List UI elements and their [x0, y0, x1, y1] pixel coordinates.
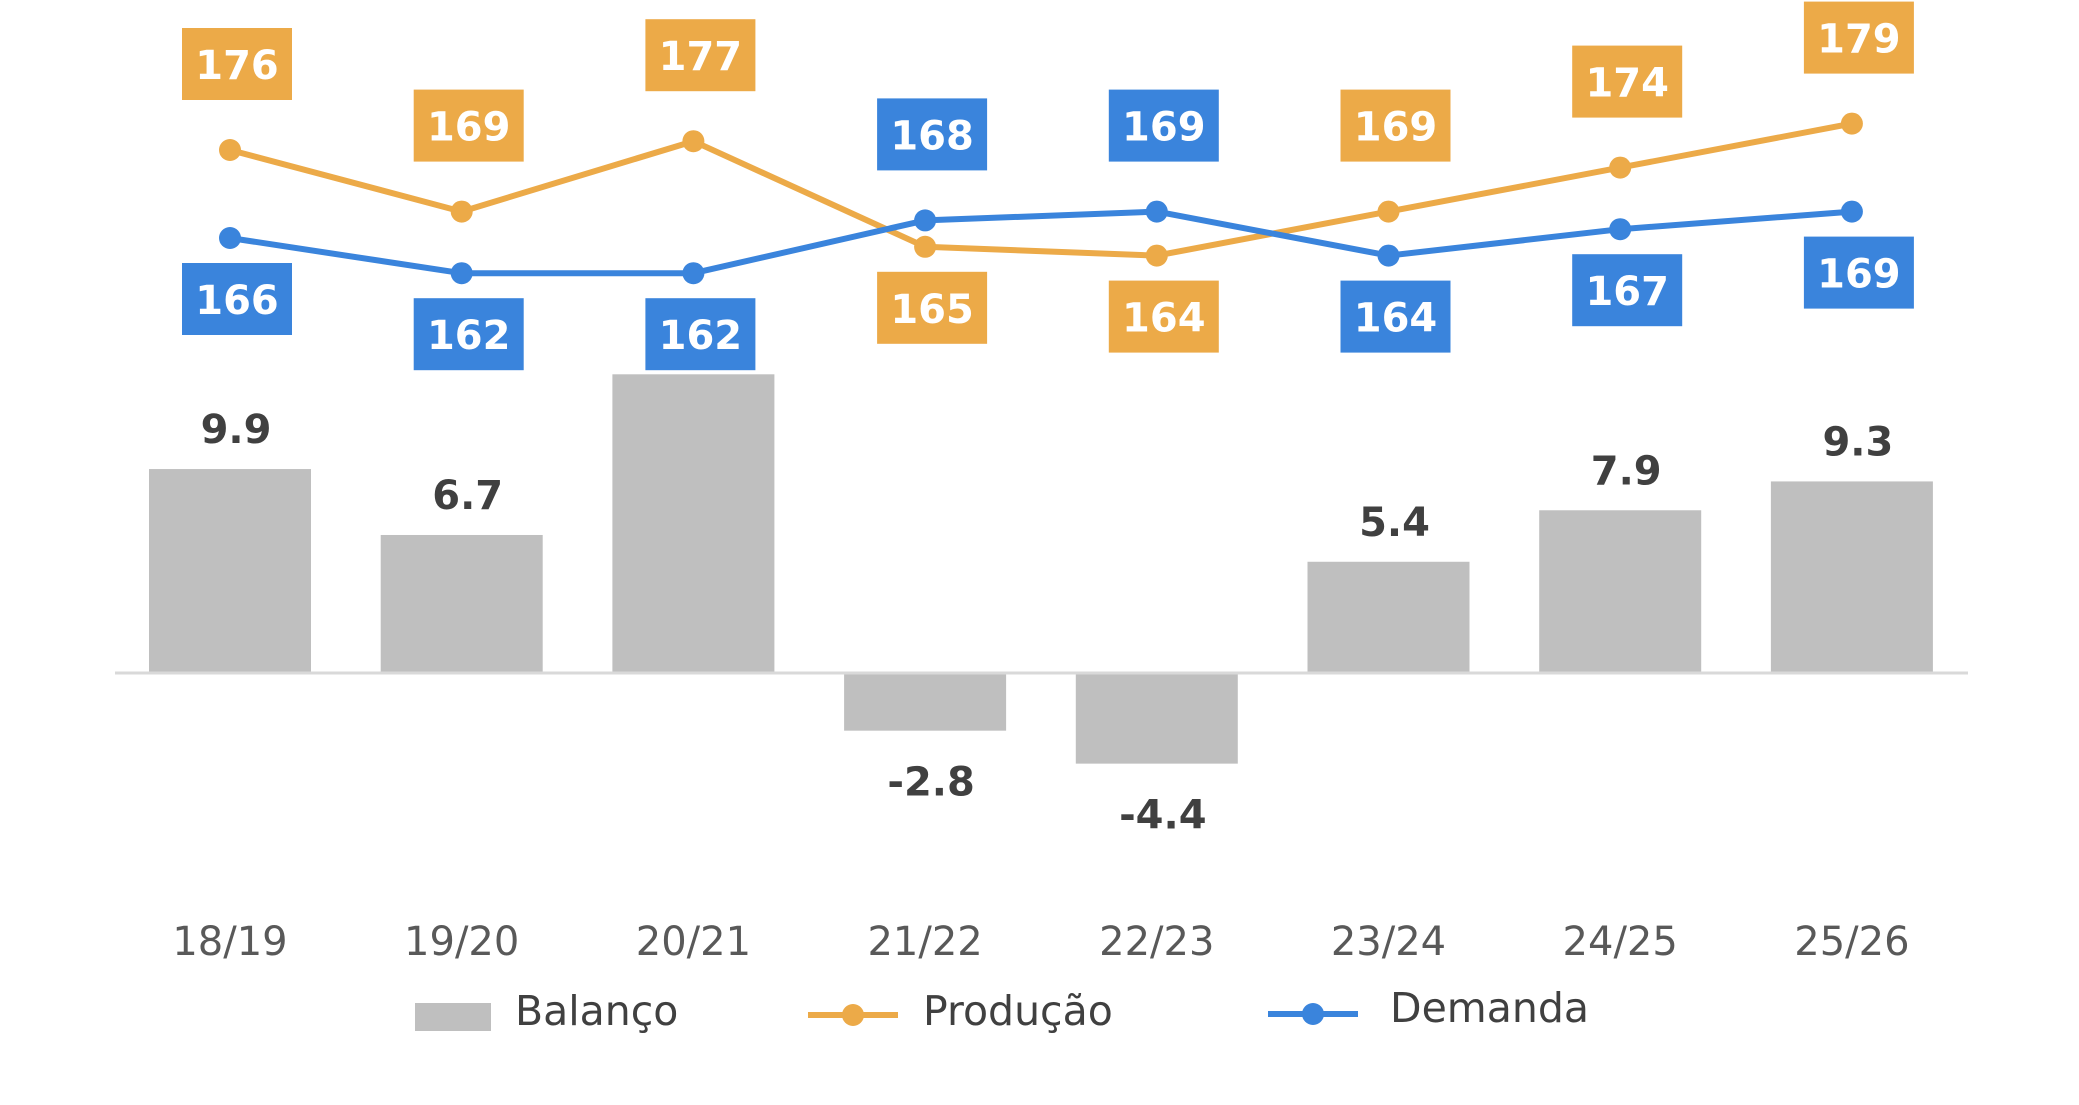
- demanda-marker: [682, 262, 705, 285]
- x-tick-label: 18/19: [172, 919, 287, 965]
- x-tick-label: 21/22: [867, 919, 982, 965]
- producao-value-box: [645, 19, 756, 92]
- balance-bar: [1770, 481, 1933, 673]
- demanda-marker: [1145, 200, 1168, 223]
- demanda-value-box: [1572, 254, 1683, 327]
- legend-marker-producao: [842, 1004, 864, 1026]
- producao-value-label: 165: [890, 287, 974, 333]
- balance-bar: [1307, 561, 1470, 673]
- legend-label-producao: Produção: [923, 987, 1113, 1035]
- legend-marker-demanda: [1302, 1003, 1324, 1025]
- balance-value-label: 9.3: [1822, 419, 1893, 465]
- producao-marker: [1145, 244, 1168, 267]
- x-tick-label: 19/20: [404, 919, 519, 965]
- producao-marker: [219, 139, 241, 161]
- demanda-value-label: 169: [1122, 105, 1206, 151]
- producao-value-box: [1572, 45, 1683, 118]
- demanda-value-label: 162: [427, 313, 511, 359]
- balance-value-label: 6.7: [432, 473, 503, 519]
- balance-bar: [380, 534, 543, 673]
- demanda-value-label: 166: [195, 278, 279, 324]
- demanda-marker: [219, 227, 241, 249]
- demanda-marker: [1840, 200, 1863, 223]
- producao-value-label: 164: [1122, 296, 1206, 342]
- x-tick-label: 25/26: [1794, 919, 1909, 965]
- demanda-value-label: 164: [1354, 296, 1438, 342]
- producao-value-label: 176: [195, 43, 279, 89]
- demanda-value-box: [1803, 236, 1914, 309]
- demanda-value-label: 162: [659, 313, 743, 359]
- legend-swatch-balanco: [415, 1003, 491, 1031]
- producao-value-box: [1803, 1, 1914, 74]
- demanda-line: [229, 208, 1853, 277]
- balance-bar: [1075, 673, 1238, 764]
- balance-value-label: -4.4: [1119, 793, 1206, 839]
- x-tick-label: 22/23: [1099, 919, 1214, 965]
- producao-value-label: 169: [427, 105, 511, 151]
- producao-value-box: [1108, 280, 1219, 353]
- demanda-value-box: [877, 98, 988, 171]
- x-tick-label: 24/25: [1563, 919, 1678, 965]
- producao-value-box: [1340, 89, 1451, 162]
- line-series: 176 169 177 165 164 169 174 179 166 162 162 168 169 1…: [182, 1, 1914, 371]
- producao-value-label: 169: [1354, 105, 1438, 151]
- x-axis-ticks: 18/19 19/20 20/21 21/22 22/23 23/24 24/25 25/26: [172, 919, 1909, 965]
- demanda-marker: [1377, 244, 1400, 267]
- x-tick-label: 23/24: [1331, 919, 1446, 965]
- balance-value-label: 7.9: [1591, 448, 1662, 494]
- producao-value-box: [182, 28, 292, 100]
- demanda-value-box: [182, 263, 292, 335]
- balance-bars: [149, 374, 1933, 764]
- legend-label-demanda: Demanda: [1390, 984, 1589, 1032]
- producao-marker: [1840, 112, 1863, 135]
- producao-marker: [682, 130, 705, 153]
- demanda-value-box: [1340, 280, 1451, 353]
- balance-bar: [612, 374, 775, 673]
- balance-bar: [149, 469, 311, 673]
- demanda-value-label: 168: [890, 113, 974, 159]
- demanda-value-box: [413, 298, 524, 371]
- producao-value-label: 179: [1817, 17, 1901, 63]
- producao-value-label: 177: [659, 34, 743, 80]
- balance-bar-labels: 9.96.714.5-2.8-4.45.47.99.3: [201, 312, 1894, 838]
- producao-value-box: [877, 271, 988, 344]
- producao-value-box: [413, 89, 524, 162]
- demanda-value-label: 169: [1817, 252, 1901, 298]
- x-tick-label: 20/21: [636, 919, 751, 965]
- demanda-value-box: [645, 298, 756, 371]
- demanda-value-box: [1108, 89, 1219, 162]
- balance-bar: [1539, 510, 1702, 673]
- demanda-marker: [450, 262, 473, 285]
- demanda-marker: [914, 209, 937, 232]
- legend-label-balanco: Balanço: [515, 987, 678, 1035]
- balance-value-label: 9.9: [201, 407, 272, 453]
- producao-marker: [1377, 200, 1400, 223]
- balance-value-label: 5.4: [1359, 500, 1430, 546]
- legend: Balanço Produção Demanda: [415, 984, 1589, 1035]
- producao-marker: [914, 235, 937, 258]
- balance-value-label: -2.8: [887, 760, 974, 806]
- demanda-value-label: 167: [1585, 269, 1669, 315]
- producao-marker: [1609, 156, 1632, 179]
- demanda-marker: [1609, 218, 1632, 241]
- balance-bar: [844, 673, 1007, 731]
- producao-line: [229, 120, 1853, 259]
- producao-value-label: 174: [1585, 61, 1669, 107]
- producao-marker: [450, 200, 473, 223]
